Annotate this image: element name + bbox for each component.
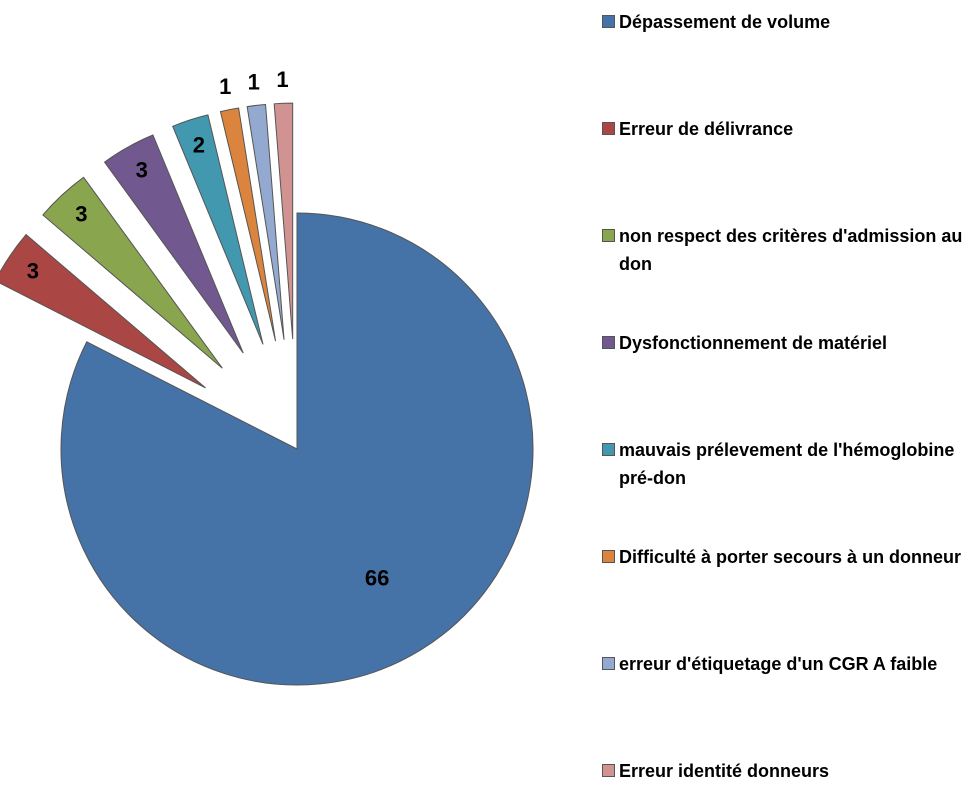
data-label: 66 bbox=[365, 566, 389, 591]
pie-slice bbox=[172, 114, 264, 345]
pie-slice bbox=[246, 103, 285, 340]
legend-swatch bbox=[602, 443, 615, 456]
legend-label: Difficulté à porter secours à un donneur bbox=[619, 547, 962, 567]
legend-swatch bbox=[602, 657, 615, 670]
legend-label: non respect des critères d'admission au … bbox=[619, 226, 963, 274]
legend-swatch bbox=[602, 229, 615, 242]
pie-slice bbox=[273, 102, 294, 340]
legend-swatch bbox=[602, 15, 615, 28]
data-label: 1 bbox=[276, 67, 288, 92]
data-label: 1 bbox=[219, 74, 231, 99]
pie-slice bbox=[219, 107, 277, 342]
legend-swatch bbox=[602, 122, 615, 135]
pie-slice bbox=[103, 134, 244, 354]
pie-slice bbox=[60, 212, 534, 686]
legend-item: Dépassement de volume bbox=[602, 8, 972, 36]
legend-item: non respect des critères d'admission au … bbox=[602, 222, 972, 278]
data-label: 2 bbox=[193, 133, 205, 158]
data-label: 3 bbox=[136, 158, 148, 183]
legend-item: Dysfonctionnement de matériel bbox=[602, 329, 972, 357]
legend-label: erreur d'étiquetage d'un CGR A faible bbox=[619, 654, 938, 674]
legend-item: Erreur identité donneurs bbox=[602, 757, 972, 785]
legend-label: Dysfonctionnement de matériel bbox=[619, 333, 888, 353]
legend-swatch bbox=[602, 550, 615, 563]
pie-slice bbox=[42, 176, 223, 369]
legend-label: mauvais prélevement de l'hémoglobine pré… bbox=[619, 440, 955, 488]
data-label: 1 bbox=[248, 69, 260, 94]
legend-label: Dépassement de volume bbox=[619, 12, 831, 32]
pie-slice bbox=[0, 233, 206, 389]
data-label: 3 bbox=[27, 258, 39, 283]
legend-item: erreur d'étiquetage d'un CGR A faible bbox=[602, 650, 972, 678]
data-label: 3 bbox=[75, 202, 87, 227]
legend-item: Difficulté à porter secours à un donneur bbox=[602, 543, 972, 571]
legend-item: mauvais prélevement de l'hémoglobine pré… bbox=[602, 436, 972, 492]
legend-label: Erreur de délivrance bbox=[619, 119, 794, 139]
legend-label: Erreur identité donneurs bbox=[619, 761, 830, 781]
legend-swatch bbox=[602, 764, 615, 777]
legend-swatch bbox=[602, 336, 615, 349]
legend-item: Erreur de délivrance bbox=[602, 115, 972, 143]
